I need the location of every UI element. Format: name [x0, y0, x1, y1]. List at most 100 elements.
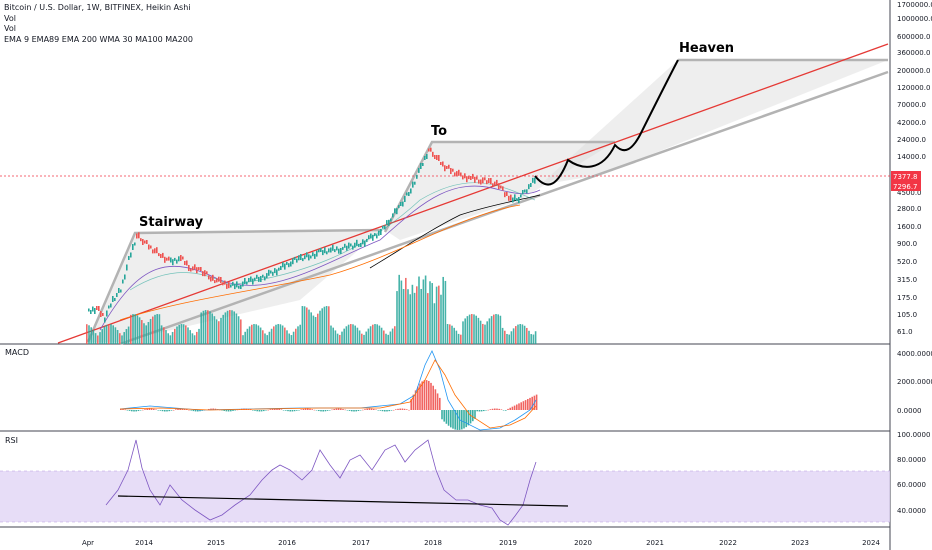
candle — [148, 244, 150, 250]
price-tick-label: 1600.0 — [897, 223, 922, 231]
volume-bar — [138, 317, 141, 344]
volume-bar — [147, 322, 150, 344]
volume-bar — [396, 291, 398, 344]
volume-bar — [398, 274, 400, 344]
macd-histogram-bar — [348, 410, 351, 411]
macd-histogram-bar — [320, 410, 322, 412]
volume-bar — [88, 325, 90, 344]
macd-histogram-bar — [289, 410, 291, 412]
candle — [162, 252, 164, 258]
volume-bar — [160, 325, 163, 344]
volume-bar — [218, 321, 220, 344]
candle — [452, 168, 454, 172]
volume-bar — [297, 326, 299, 344]
macd-histogram-bar — [227, 410, 230, 412]
candle — [404, 196, 406, 202]
candle — [474, 176, 476, 183]
macd-histogram-bar — [452, 410, 454, 429]
macd-histogram-bar — [142, 409, 144, 411]
volume-bar — [356, 327, 359, 344]
candle — [454, 172, 456, 177]
macd-histogram-bar — [456, 410, 459, 430]
candle — [208, 275, 210, 280]
rsi-line — [105, 439, 537, 526]
macd-histogram-bar — [368, 408, 371, 410]
volume-bar — [257, 325, 260, 344]
candle — [116, 293, 118, 297]
volume-bar — [363, 334, 365, 344]
rsi-trendline — [117, 495, 569, 507]
candle — [340, 248, 342, 254]
macd-histogram-bar — [318, 410, 320, 412]
macd-histogram-bar — [249, 409, 252, 411]
price-tick-label: 1000000.0 — [897, 15, 932, 23]
volume-bar — [521, 324, 524, 344]
volume-bar — [259, 327, 262, 344]
macd-histogram-bar — [135, 410, 137, 412]
macd-histogram-bar — [498, 408, 500, 410]
volume-bar — [455, 330, 458, 344]
candle — [126, 264, 128, 271]
candle — [168, 256, 170, 261]
volume-bar — [262, 330, 264, 344]
candle — [270, 270, 272, 274]
volume-bar — [365, 331, 367, 344]
volume-bar — [251, 324, 253, 344]
volume-bar — [145, 325, 147, 344]
volume-bar — [411, 284, 414, 344]
candle — [232, 281, 234, 286]
volume-bar — [493, 314, 495, 344]
price-tick-label: 600000.0 — [897, 33, 930, 41]
volume-bar — [515, 326, 517, 344]
macd-tick-label: 2000.0000 — [897, 378, 932, 386]
candle — [100, 311, 102, 317]
candle — [124, 274, 126, 280]
candle — [222, 282, 224, 286]
candle — [308, 254, 310, 261]
candle — [218, 276, 220, 282]
candle — [236, 281, 238, 288]
macd-histogram-bar — [443, 410, 445, 422]
volume-bar — [457, 333, 460, 344]
heaven-channel — [540, 60, 888, 185]
candle — [508, 195, 510, 201]
macd-histogram-bar — [535, 394, 538, 410]
candle — [140, 238, 142, 242]
candle — [150, 245, 152, 249]
candle — [206, 271, 208, 275]
candle — [440, 162, 442, 165]
volume-bar — [103, 326, 106, 344]
candle — [318, 249, 320, 253]
volume-bar — [233, 311, 235, 344]
macd-histogram-bar — [254, 410, 256, 411]
time-tick-label: 2024 — [862, 539, 880, 547]
macd-histogram-bar — [293, 410, 296, 412]
volume-bar — [116, 329, 119, 344]
price-tick-label: 14000.0 — [897, 153, 926, 161]
heaven-label: Heaven — [679, 41, 734, 56]
macd-histogram-bar — [507, 408, 509, 410]
macd-histogram-bar — [309, 408, 311, 410]
macd-histogram-bar — [234, 410, 236, 411]
candle — [290, 261, 292, 267]
volume-bar — [391, 328, 394, 344]
volume-bar — [512, 328, 515, 344]
volume-bar — [378, 325, 381, 344]
macd-histogram-bar — [194, 410, 197, 412]
volume-bar — [215, 319, 218, 344]
candle — [92, 306, 94, 312]
macd-histogram-bar — [322, 410, 324, 412]
volume-bar — [125, 329, 128, 344]
to-label: To — [431, 124, 447, 139]
candle — [90, 310, 92, 314]
macd-histogram-bar — [139, 410, 142, 411]
price-tick-label: 520.0 — [897, 258, 917, 266]
candle — [170, 257, 172, 263]
volume-group — [86, 274, 537, 344]
candle — [282, 262, 284, 268]
volume-bar — [405, 277, 407, 344]
volume-bar — [303, 306, 306, 344]
candle — [388, 219, 390, 226]
red-trendline — [57, 43, 889, 344]
